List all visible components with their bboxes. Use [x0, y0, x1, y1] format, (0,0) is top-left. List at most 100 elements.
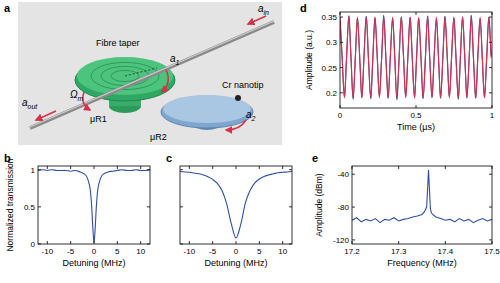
y-tick	[180, 244, 183, 245]
y-tick-label: 0.5	[24, 203, 36, 212]
y-tick-right	[147, 169, 150, 170]
y-tick-label: 0.2	[326, 89, 338, 98]
figure: aFibre taperainaouta1a2ΩmμR1μR2Cr nanoti…	[0, 0, 500, 283]
x-tick	[236, 241, 237, 244]
nanotip	[235, 95, 241, 101]
x-tick-top	[398, 166, 399, 169]
resonator-2-rim	[161, 96, 253, 128]
x-axis-label: Detuning (MHz)	[62, 258, 125, 268]
plot-frame	[38, 166, 150, 244]
y-tick-label: 0.35	[321, 13, 337, 22]
chart-d: d00.510.20.250.30.35Time (µs)Amplitude (…	[300, 2, 495, 132]
x-tick-label: 0.5	[410, 111, 422, 120]
label-a2: a2	[246, 109, 256, 122]
x-tick	[282, 241, 283, 244]
x-tick-label: 0	[234, 247, 239, 256]
x-tick-label: 1	[490, 111, 495, 120]
label-omega: Ωm	[70, 89, 84, 102]
y-tick	[180, 169, 183, 170]
y-tick	[180, 206, 183, 207]
series-line	[38, 170, 150, 243]
x-tick	[492, 105, 493, 108]
label-a-in: ain	[258, 3, 269, 16]
y-tick-right	[289, 244, 292, 245]
arrow-omega	[83, 92, 90, 110]
label-a-out: aout	[22, 97, 38, 110]
x-tick-label: 17.5	[484, 247, 500, 256]
fibre-taper-highlight	[30, 21, 274, 127]
y-tick	[340, 92, 343, 93]
x-tick-top	[282, 166, 283, 169]
y-tick-right	[147, 206, 150, 207]
plot-area	[340, 16, 491, 100]
y-tick-right	[289, 169, 292, 170]
x-tick-top	[212, 166, 213, 169]
x-tick-top	[236, 166, 237, 169]
fibre-taper	[30, 22, 274, 128]
x-tick-label: 5	[115, 247, 120, 256]
arrow-out	[36, 111, 56, 120]
y-tick-right	[489, 17, 492, 18]
label-a1-sub: 1	[176, 59, 180, 66]
arrow-in	[248, 16, 266, 24]
arrow-a1	[162, 70, 168, 92]
panel-letter: e	[312, 152, 318, 164]
x-tick-label: -10	[184, 247, 196, 256]
x-tick-label: -10	[42, 247, 54, 256]
x-tick-top	[47, 166, 48, 169]
y-tick-right	[489, 207, 492, 208]
x-tick	[445, 241, 446, 244]
x-tick-top	[94, 166, 95, 169]
series-line	[340, 17, 491, 98]
x-tick	[352, 241, 353, 244]
x-tick-label: 17.2	[344, 247, 360, 256]
panel-letter: a	[4, 2, 11, 14]
y-tick-label: -80	[337, 203, 349, 212]
x-tick	[492, 241, 493, 244]
x-tick-label: 17.3	[391, 247, 407, 256]
plot-area	[180, 172, 292, 238]
x-axis-label: Detuning (MHz)	[204, 258, 267, 268]
plot-frame	[180, 166, 292, 244]
x-tick-top	[259, 166, 260, 169]
x-tick-label: -5	[67, 247, 75, 256]
y-tick-right	[489, 174, 492, 175]
label-omega-sub: m	[78, 95, 84, 102]
plot-frame	[352, 166, 492, 244]
label-a1: a1	[170, 53, 180, 66]
x-tick-label: 0	[338, 111, 343, 120]
y-tick-label: -120	[333, 236, 350, 245]
y-tick	[38, 206, 41, 207]
panel-letter: d	[300, 2, 307, 14]
y-tick	[340, 42, 343, 43]
label-a-in-sub: in	[264, 9, 270, 16]
series-line	[180, 172, 292, 238]
x-tick-label: 17.4	[438, 247, 454, 256]
y-tick	[352, 207, 355, 208]
x-tick	[398, 241, 399, 244]
series-line	[352, 170, 492, 223]
resonator-2-top	[163, 95, 251, 123]
y-tick	[340, 67, 343, 68]
x-tick	[94, 241, 95, 244]
diagram: aFibre taperainaouta1a2ΩmμR1μR2Cr nanoti…	[4, 2, 282, 145]
y-tick-right	[489, 67, 492, 68]
y-tick	[38, 169, 41, 170]
x-tick	[212, 241, 213, 244]
diagram-background	[18, 2, 282, 145]
x-axis-label: Frequency (MHz)	[387, 258, 457, 268]
x-tick-top	[445, 166, 446, 169]
x-tick-top	[492, 12, 493, 15]
x-tick-top	[492, 166, 493, 169]
plot-area	[352, 170, 492, 223]
y-tick-label: 0	[31, 240, 36, 249]
y-axis-label: Amplitude (dBm)	[314, 173, 324, 236]
x-tick-label: 5	[257, 247, 262, 256]
x-tick-top	[117, 166, 118, 169]
x-tick	[189, 241, 190, 244]
x-axis-label: Time (µs)	[397, 122, 435, 132]
x-tick-top	[352, 166, 353, 169]
x-tick-top	[189, 166, 190, 169]
y-tick-right	[147, 244, 150, 245]
y-axis-label: Normalized transmission	[5, 158, 15, 251]
